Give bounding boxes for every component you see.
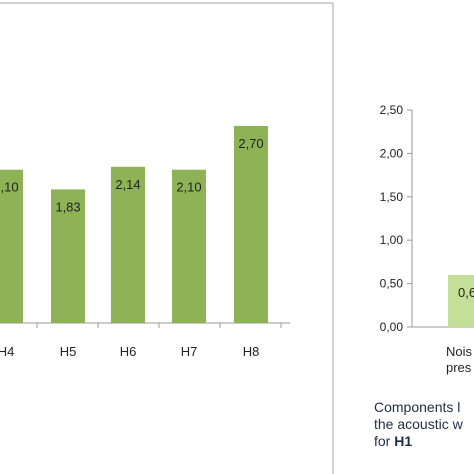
bar-h7 bbox=[172, 169, 206, 323]
right-bars bbox=[448, 274, 474, 327]
caption-line-3: for H1 bbox=[374, 433, 412, 449]
bar-h5 bbox=[51, 189, 85, 323]
category-label-h6: H6 bbox=[120, 344, 137, 359]
right-y-tick-label-3: 1,50 bbox=[380, 190, 404, 204]
value-label-noise-present: 0,6 bbox=[458, 285, 474, 300]
bar-h4 bbox=[0, 169, 23, 323]
left-category-labels: H4 H5 H6 H7 H8 bbox=[0, 344, 259, 359]
value-label-h4: 2,10 bbox=[0, 180, 19, 195]
category-label-h5: H5 bbox=[60, 344, 77, 359]
category-label-h4: H4 bbox=[0, 344, 14, 359]
caption-line-3-bold: H1 bbox=[394, 433, 413, 449]
right-y-ticks: 0,00 0,50 1,00 1,50 2,00 2,50 bbox=[380, 103, 412, 334]
right-y-tick-label-2: 1,00 bbox=[380, 233, 404, 247]
right-y-tick-label-5: 2,50 bbox=[380, 103, 404, 117]
category-label-noise-line-1: Nois bbox=[446, 344, 473, 359]
caption-line-1: Components l bbox=[374, 399, 461, 415]
category-label-h8: H8 bbox=[243, 344, 260, 359]
value-label-h7: 2,10 bbox=[176, 180, 201, 195]
right-y-tick-label-0: 0,00 bbox=[380, 320, 404, 334]
category-label-noise-line-2: pres bbox=[446, 360, 472, 375]
category-label-h7: H7 bbox=[181, 344, 198, 359]
left-x-ticks bbox=[36, 323, 282, 328]
bar-h8 bbox=[234, 125, 268, 324]
right-y-tick-label-4: 2,00 bbox=[380, 146, 404, 160]
bar-noise-present bbox=[448, 274, 474, 327]
left-value-labels: 2,10 1,83 2,14 2,10 2,70 bbox=[0, 136, 264, 215]
value-label-h6: 2,14 bbox=[115, 177, 140, 192]
right-value-labels: 0,6 bbox=[458, 285, 474, 300]
left-bars bbox=[0, 125, 268, 324]
right-y-tick-label-1: 0,50 bbox=[380, 277, 404, 291]
value-label-h8: 2,70 bbox=[238, 136, 263, 151]
caption-line-3-prefix: for bbox=[374, 433, 395, 449]
bar-h6 bbox=[111, 166, 145, 323]
value-label-h5: 1,83 bbox=[55, 199, 80, 214]
caption-line-2: the acoustic w bbox=[374, 416, 463, 432]
